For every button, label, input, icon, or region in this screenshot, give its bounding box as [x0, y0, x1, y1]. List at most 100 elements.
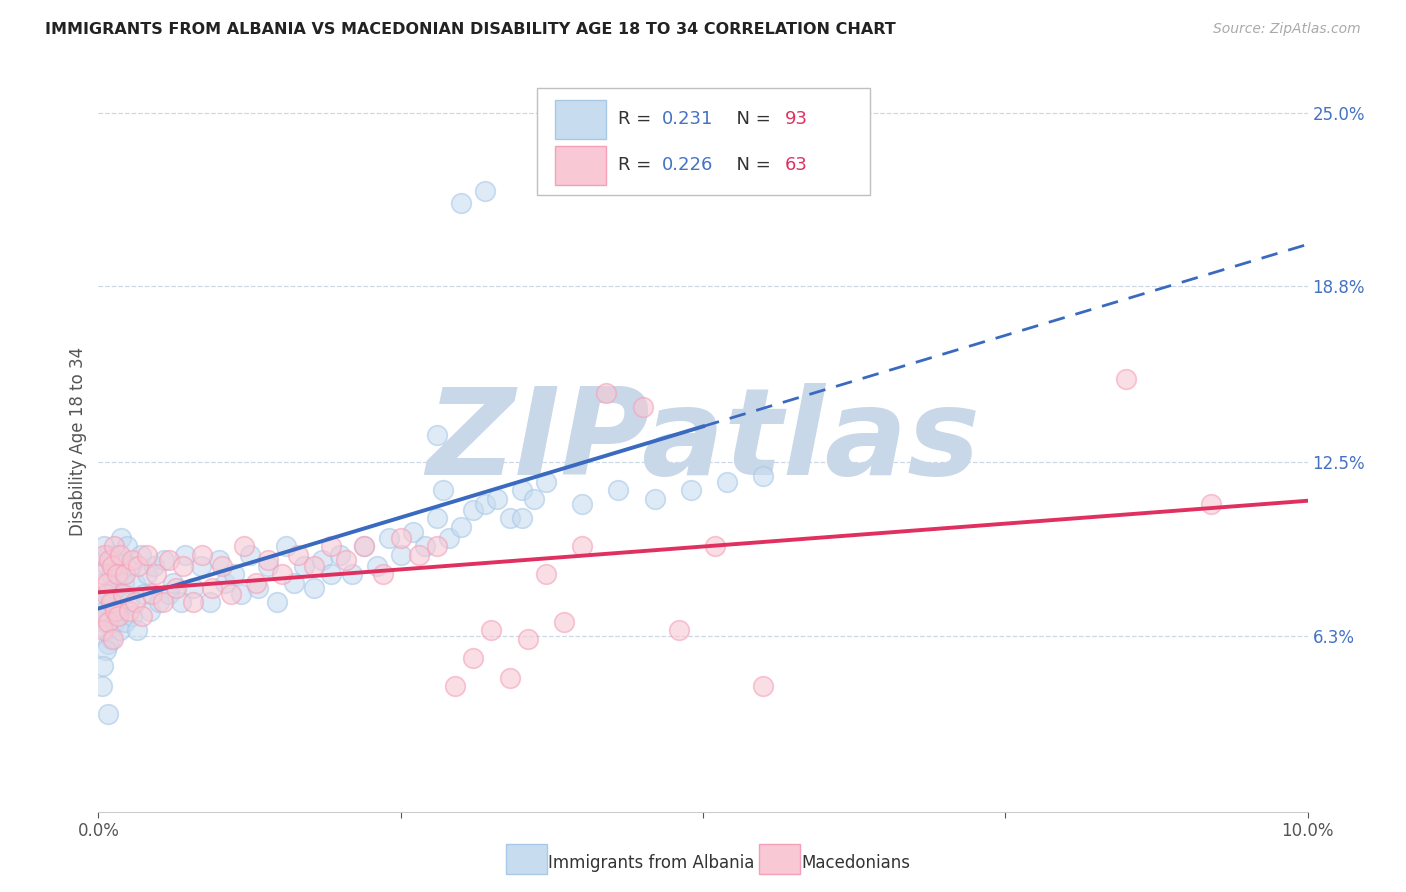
Point [127, 623, 149, 637]
Point [208, 553, 231, 567]
Text: R =: R = [619, 156, 658, 174]
Point [571, 539, 593, 553]
Point [111, 587, 134, 601]
Point [157, 553, 180, 567]
Point [704, 539, 727, 553]
Point [329, 548, 352, 562]
Point [152, 553, 174, 567]
Point [152, 595, 174, 609]
Point [201, 581, 224, 595]
Point [191, 548, 214, 562]
Point [97, 548, 120, 562]
Point [104, 615, 127, 629]
Point [172, 558, 194, 573]
Point [94, 623, 117, 637]
Point [127, 558, 149, 573]
Point [319, 567, 342, 582]
Point [181, 581, 204, 595]
Point [1199, 497, 1222, 511]
Point [245, 575, 267, 590]
Point [553, 615, 575, 629]
FancyBboxPatch shape [555, 146, 606, 185]
Point [214, 575, 236, 590]
Point [108, 567, 131, 582]
Point [232, 539, 254, 553]
Point [91, 615, 114, 629]
Point [135, 567, 157, 582]
Point [94, 587, 117, 601]
Point [389, 531, 412, 545]
Point [247, 581, 270, 595]
Point [752, 469, 775, 483]
Text: Immigrants from Albania: Immigrants from Albania [548, 855, 755, 872]
Point [91, 679, 114, 693]
Point [91, 623, 114, 637]
Y-axis label: Disability Age 18 to 34: Disability Age 18 to 34 [69, 347, 87, 536]
Point [108, 623, 131, 637]
Text: N =: N = [724, 111, 776, 128]
Point [93, 548, 115, 562]
Point [287, 548, 309, 562]
Point [516, 632, 538, 646]
Point [266, 595, 288, 609]
Point [114, 615, 136, 629]
Point [342, 567, 364, 582]
Point [98, 553, 121, 567]
Point [644, 491, 666, 506]
Point [165, 581, 187, 595]
Text: 63: 63 [785, 156, 808, 174]
Point [157, 587, 180, 601]
Point [97, 637, 120, 651]
Point [100, 595, 122, 609]
Point [335, 553, 357, 567]
Point [145, 567, 167, 582]
FancyBboxPatch shape [537, 87, 870, 195]
Point [607, 483, 630, 498]
Point [100, 567, 122, 582]
Point [426, 427, 449, 442]
Point [105, 567, 128, 582]
Point [474, 497, 496, 511]
Point [283, 575, 305, 590]
Point [98, 587, 121, 601]
Point [211, 558, 233, 573]
Point [101, 632, 124, 646]
Point [112, 575, 135, 590]
Point [97, 615, 120, 629]
Point [100, 558, 122, 573]
Point [129, 548, 152, 562]
Point [534, 475, 557, 489]
Text: 0.231: 0.231 [662, 111, 713, 128]
Point [426, 511, 449, 525]
Point [402, 525, 425, 540]
Point [534, 567, 557, 582]
Point [510, 511, 533, 525]
Point [302, 581, 325, 595]
Point [118, 595, 141, 609]
Point [91, 659, 114, 673]
Point [1115, 372, 1137, 386]
Point [100, 553, 122, 567]
Point [408, 548, 430, 562]
Point [91, 575, 114, 590]
Point [94, 642, 117, 657]
Point [498, 511, 520, 525]
FancyBboxPatch shape [555, 100, 606, 138]
Point [229, 587, 252, 601]
Point [444, 679, 467, 693]
Point [463, 651, 485, 665]
Point [595, 385, 617, 400]
Point [124, 575, 146, 590]
Point [143, 558, 166, 573]
Point [117, 539, 139, 553]
Text: 93: 93 [785, 111, 808, 128]
Point [256, 558, 278, 573]
Point [371, 567, 394, 582]
Point [118, 603, 141, 617]
Point [120, 558, 142, 573]
Point [97, 706, 120, 721]
Point [716, 475, 738, 489]
Point [432, 483, 454, 498]
Point [93, 603, 115, 617]
Point [377, 531, 399, 545]
